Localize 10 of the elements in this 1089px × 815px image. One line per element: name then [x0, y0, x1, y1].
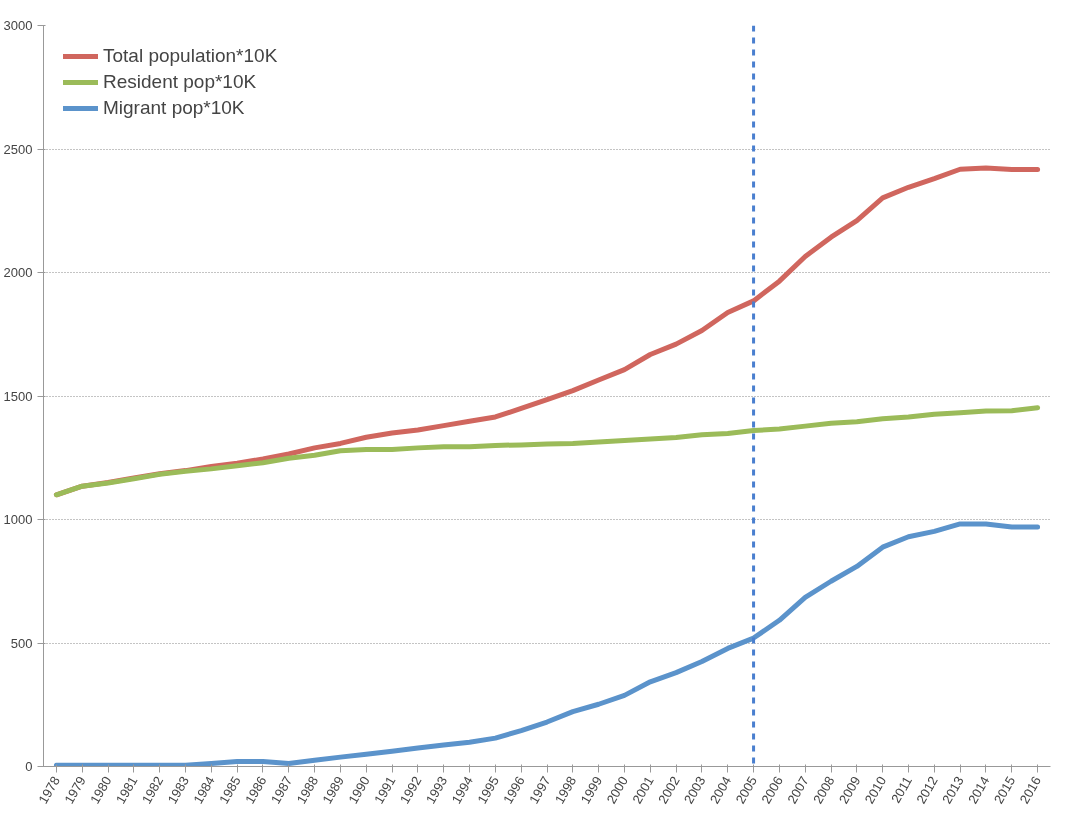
y-tick-label: 2000 [3, 265, 33, 280]
y-tick-label: 1500 [3, 388, 33, 404]
legend-label: Resident pop*10K [103, 71, 257, 93]
y-tick-label: 500 [10, 635, 33, 651]
legend-label: Migrant pop*10K [103, 97, 245, 119]
y-tick-label: 0 [25, 759, 33, 774]
y-tick-label: 1000 [3, 512, 33, 527]
y-tick-label: 3000 [3, 18, 33, 33]
y-tick-label: 2500 [3, 141, 33, 157]
legend-label: Total population*10K [103, 45, 278, 67]
